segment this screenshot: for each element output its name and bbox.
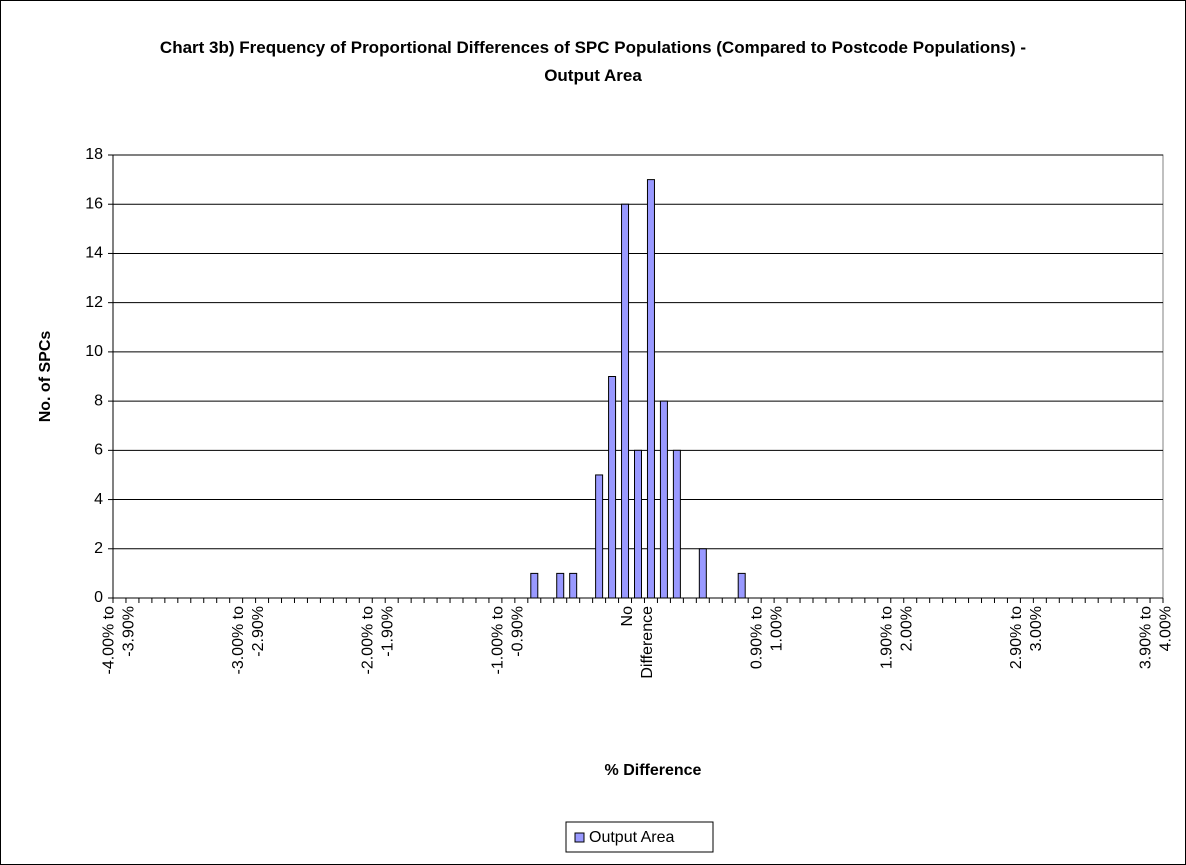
y-tick-label: 6: [94, 442, 103, 459]
y-tick-label: 2: [94, 540, 103, 557]
x-tick-label: -2.00% to -1.90%: [360, 606, 397, 675]
bar: [698, 548, 707, 599]
bar: [672, 449, 681, 599]
y-tick-label: 16: [85, 195, 103, 212]
bar: [595, 474, 604, 599]
x-axis-title: % Difference: [605, 762, 702, 779]
x-tick-label-line: Difference: [639, 606, 656, 679]
x-tick-label: 3.90% to 4.00%: [1138, 606, 1175, 669]
x-tick-label-line: 2.90% to: [1008, 606, 1025, 669]
x-tick-label-line: 4.00%: [1158, 606, 1175, 651]
bar: [608, 376, 617, 599]
legend-swatch: [574, 832, 585, 843]
x-tick-label: 0.90% to 1.00%: [749, 606, 786, 669]
x-tick-label-line: 3.00%: [1028, 606, 1045, 651]
y-axis-title: No. of SPCs: [37, 331, 54, 423]
x-tick-label-line: No: [619, 606, 636, 627]
x-tick-label: -3.00% to -2.90%: [230, 606, 267, 675]
bar: [646, 179, 655, 599]
x-tick-label-line: 1.90% to: [878, 606, 895, 669]
bar: [621, 203, 630, 599]
x-tick-label-line: -2.90%: [250, 606, 267, 657]
y-tick-label: 4: [94, 491, 103, 508]
x-tick-label-line: -1.00% to: [490, 606, 507, 675]
bar: [530, 572, 539, 599]
x-tick-label-line: -2.00% to: [360, 606, 377, 675]
x-tick-label: -1.00% to -0.90%: [490, 606, 527, 675]
x-tick-label-line: 0.90% to: [749, 606, 766, 669]
x-tick-label-line: -3.00% to: [230, 606, 247, 675]
chart-title: Chart 3b) Frequency of Proportional Diff…: [159, 38, 1027, 85]
x-tick-label: -4.00% to -3.90%: [101, 606, 138, 675]
bar: [556, 572, 565, 599]
y-tick-label: 12: [85, 294, 103, 311]
x-tick-label: 1.90% to 2.00%: [878, 606, 915, 669]
x-tick-label: No Difference: [619, 606, 656, 679]
x-tick-label-line: -3.90%: [121, 606, 138, 657]
y-tick-label: 10: [85, 343, 103, 360]
x-tick-label: 2.90% to 3.00%: [1008, 606, 1045, 669]
x-tick-label-line: 1.00%: [769, 606, 786, 651]
bar: [569, 572, 578, 599]
x-tick-label-line: -1.90%: [380, 606, 397, 657]
y-tick-label: 14: [85, 245, 103, 262]
y-tick-label: 8: [94, 392, 103, 409]
bar: [634, 449, 642, 599]
x-tick-label-line: 2.00%: [898, 606, 915, 651]
x-tick-label-line: 3.90% to: [1138, 606, 1155, 669]
x-tick-label-line: -0.90%: [510, 606, 527, 657]
legend-box: [565, 821, 714, 853]
bar: [659, 400, 668, 599]
x-tick-label-line: -4.00% to: [101, 606, 118, 675]
legend-label: Output Area: [589, 829, 674, 846]
y-tick-label: 0: [94, 589, 103, 606]
y-tick-label: 18: [85, 146, 103, 163]
bar: [737, 572, 746, 599]
